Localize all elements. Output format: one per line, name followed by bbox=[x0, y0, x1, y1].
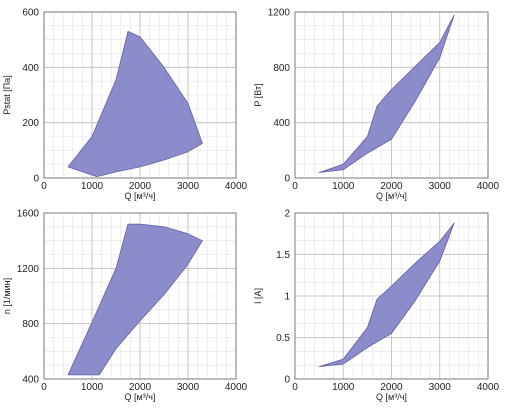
y-axis-label: Pstat [Па] bbox=[2, 75, 12, 115]
y-tick-label: 0.5 bbox=[276, 333, 290, 344]
x-tick-label: 0 bbox=[292, 181, 298, 192]
chart-power: 0 1000 2000 3000 4000 0 400 800 1200 Q [м³/ч] P [В… bbox=[253, 8, 500, 202]
x-axis-label: Q [м³/ч] bbox=[376, 191, 407, 201]
x-tick-label: 1000 bbox=[81, 181, 104, 192]
plot-frame bbox=[43, 11, 237, 179]
y-tick-label: 0 bbox=[284, 174, 290, 185]
x-axis-label: Q [м³/ч] bbox=[125, 191, 156, 201]
y-tick-label: 1200 bbox=[17, 264, 40, 275]
y-axis-label: n [1/мин] bbox=[2, 278, 12, 314]
y-tick-label: 800 bbox=[22, 319, 39, 330]
y-tick-label: 2 bbox=[284, 209, 290, 220]
x-tick-label: 0 bbox=[292, 382, 298, 393]
plot-frame bbox=[294, 212, 489, 380]
x-tick-label: 4000 bbox=[477, 382, 500, 393]
y-tick-label: 1600 bbox=[17, 209, 40, 220]
y-tick-label: 400 bbox=[22, 375, 39, 386]
y-tick-label: 400 bbox=[273, 118, 290, 129]
y-tick-label: 400 bbox=[22, 63, 39, 74]
x-tick-label: 4000 bbox=[225, 382, 248, 393]
x-tick-label: 0 bbox=[41, 382, 47, 393]
operating-area-current bbox=[318, 222, 455, 368]
chart-speed: 0 1000 2000 3000 4000 400 800 1200 1600 Q [м³/ч] n… bbox=[2, 209, 248, 403]
y-tick-label: 200 bbox=[22, 118, 39, 129]
x-tick-label: 0 bbox=[41, 181, 47, 192]
x-tick-label: 4000 bbox=[225, 181, 248, 192]
operating-area-power bbox=[318, 14, 455, 173]
plot-frame bbox=[294, 11, 489, 179]
x-tick-label: 3000 bbox=[429, 382, 452, 393]
y-tick-label: 800 bbox=[273, 63, 290, 74]
x-tick-label: 2000 bbox=[129, 181, 152, 192]
x-tick-label: 2000 bbox=[380, 382, 403, 393]
chart-current: 0 1000 2000 3000 4000 0 0.5 1 1.5 2 Q [м³/ч] I [A] bbox=[253, 209, 500, 403]
y-tick-label: 0 bbox=[284, 375, 290, 386]
plot-frame bbox=[43, 212, 237, 380]
x-tick-label: 2000 bbox=[129, 382, 152, 393]
x-axis-label: Q [м³/ч] bbox=[125, 392, 156, 402]
x-tick-label: 3000 bbox=[177, 382, 200, 393]
y-axis-label: I [A] bbox=[253, 288, 263, 304]
y-tick-label: 1.5 bbox=[276, 250, 290, 261]
y-axis-label: P [Вт] bbox=[253, 83, 263, 106]
y-tick-label: 1200 bbox=[268, 8, 291, 19]
x-axis-label: Q [м³/ч] bbox=[376, 392, 407, 402]
operating-area-speed bbox=[67, 223, 203, 376]
x-tick-label: 2000 bbox=[380, 181, 403, 192]
y-tick-label: 1 bbox=[284, 292, 290, 303]
x-tick-label: 3000 bbox=[429, 181, 452, 192]
y-tick-label: 0 bbox=[33, 174, 39, 185]
y-tick-label: 600 bbox=[22, 8, 39, 19]
x-tick-label: 1000 bbox=[332, 382, 355, 393]
x-tick-label: 1000 bbox=[332, 181, 355, 192]
chart-pstat: 0 1000 2000 3000 4000 0 200 400 600 Q [м³/ч] Pstat… bbox=[2, 8, 248, 202]
operating-area-pstat bbox=[67, 30, 203, 178]
x-tick-label: 4000 bbox=[477, 181, 500, 192]
x-tick-label: 1000 bbox=[81, 382, 104, 393]
x-tick-label: 3000 bbox=[177, 181, 200, 192]
